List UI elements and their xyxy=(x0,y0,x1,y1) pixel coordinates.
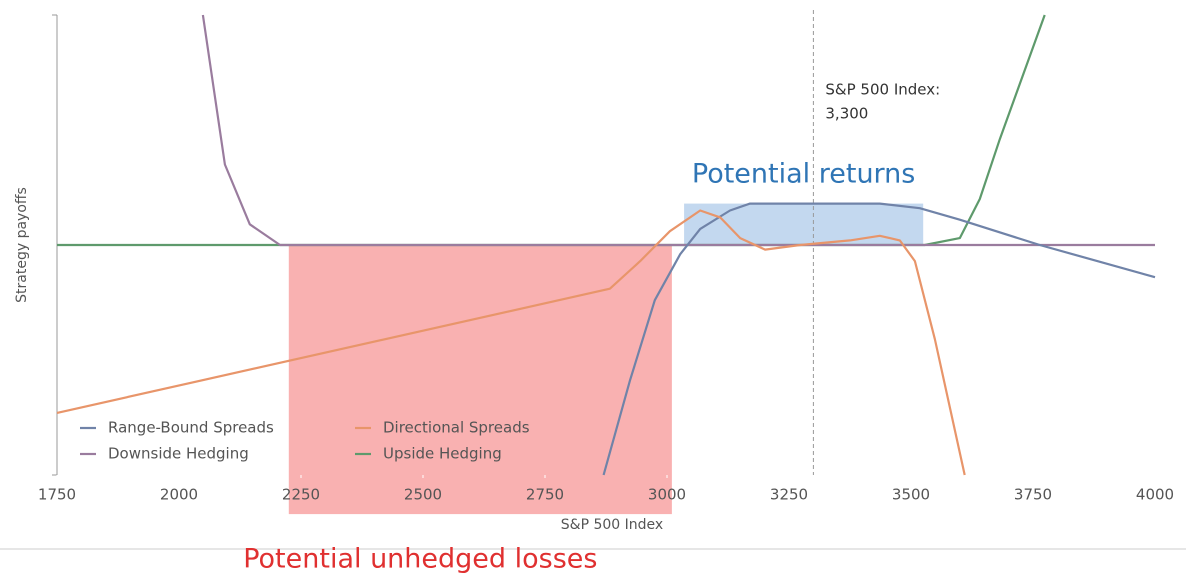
x-tick-label: 2500 xyxy=(404,486,442,504)
legend-label: Directional Spreads xyxy=(383,419,530,437)
legend-label: Range-Bound Spreads xyxy=(108,419,274,437)
x-tick-label: 3250 xyxy=(770,486,808,504)
y-axis-label: Strategy payoffs xyxy=(14,187,30,303)
x-tick-label: 1750 xyxy=(38,486,76,504)
reference-label: S&P 500 Index: xyxy=(825,81,940,99)
legend-label: Downside Hedging xyxy=(108,445,249,463)
x-axis-label: S&P 500 Index xyxy=(561,517,663,533)
x-tick-label: 3500 xyxy=(892,486,930,504)
region-label: Potential returns xyxy=(692,159,916,190)
reference-label: 3,300 xyxy=(825,105,868,123)
region xyxy=(684,203,924,245)
legend-label: Upside Hedging xyxy=(383,445,502,463)
series-line xyxy=(602,202,1156,476)
x-tick-label: 4000 xyxy=(1136,486,1174,504)
series-line xyxy=(56,209,966,476)
x-tick-label: 2750 xyxy=(526,486,564,504)
x-tick-label: 2250 xyxy=(282,486,320,504)
series-line xyxy=(201,14,1155,247)
x-tick-label: 3750 xyxy=(1014,486,1052,504)
region-label: Potential unhedged losses xyxy=(243,544,597,575)
x-tick-label: 2000 xyxy=(160,486,198,504)
x-tick-label: 3000 xyxy=(648,486,686,504)
